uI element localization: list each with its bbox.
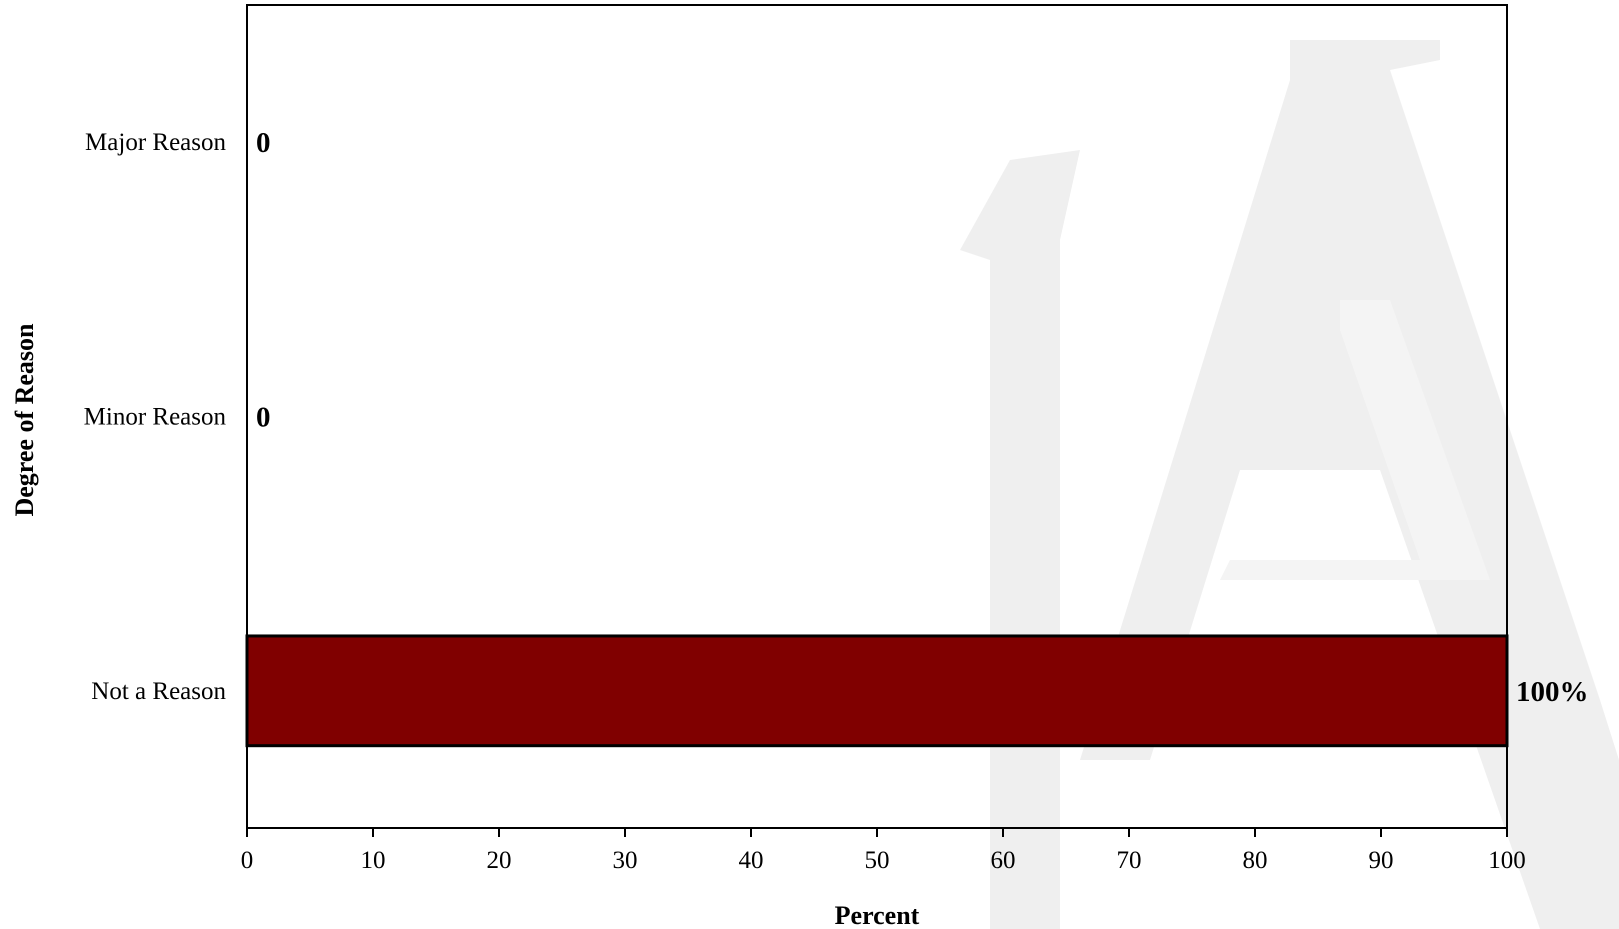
x-tick-label: 60 [991,847,1016,874]
x-tick-label: 100 [1488,847,1526,874]
x-tick-label: 0 [241,847,254,874]
category-label-not-a-reason: Not a Reason [91,678,226,705]
bar-not-a-reason [245,634,1509,748]
x-tick-label: 50 [865,847,890,874]
x-tick-label: 20 [487,847,512,874]
x-tick-label: 70 [1117,847,1142,874]
university-seal-watermark-icon [960,40,1619,929]
data-label-minor-reason: 0 [256,402,271,434]
category-label-major-reason: Major Reason [85,129,226,156]
x-tick-label: 40 [739,847,764,874]
data-label-not-a-reason: 100% [1516,676,1589,708]
x-tick-label: 30 [613,847,638,874]
category-label-minor-reason: Minor Reason [84,404,227,431]
y-axis-title: Degree of Reason [10,323,39,517]
x-tick-label: 10 [361,847,386,874]
x-tick-label: 80 [1243,847,1268,874]
data-label-major-reason: 0 [256,127,271,159]
x-axis-title: Percent [835,901,920,929]
x-tick-label: 90 [1369,847,1394,874]
